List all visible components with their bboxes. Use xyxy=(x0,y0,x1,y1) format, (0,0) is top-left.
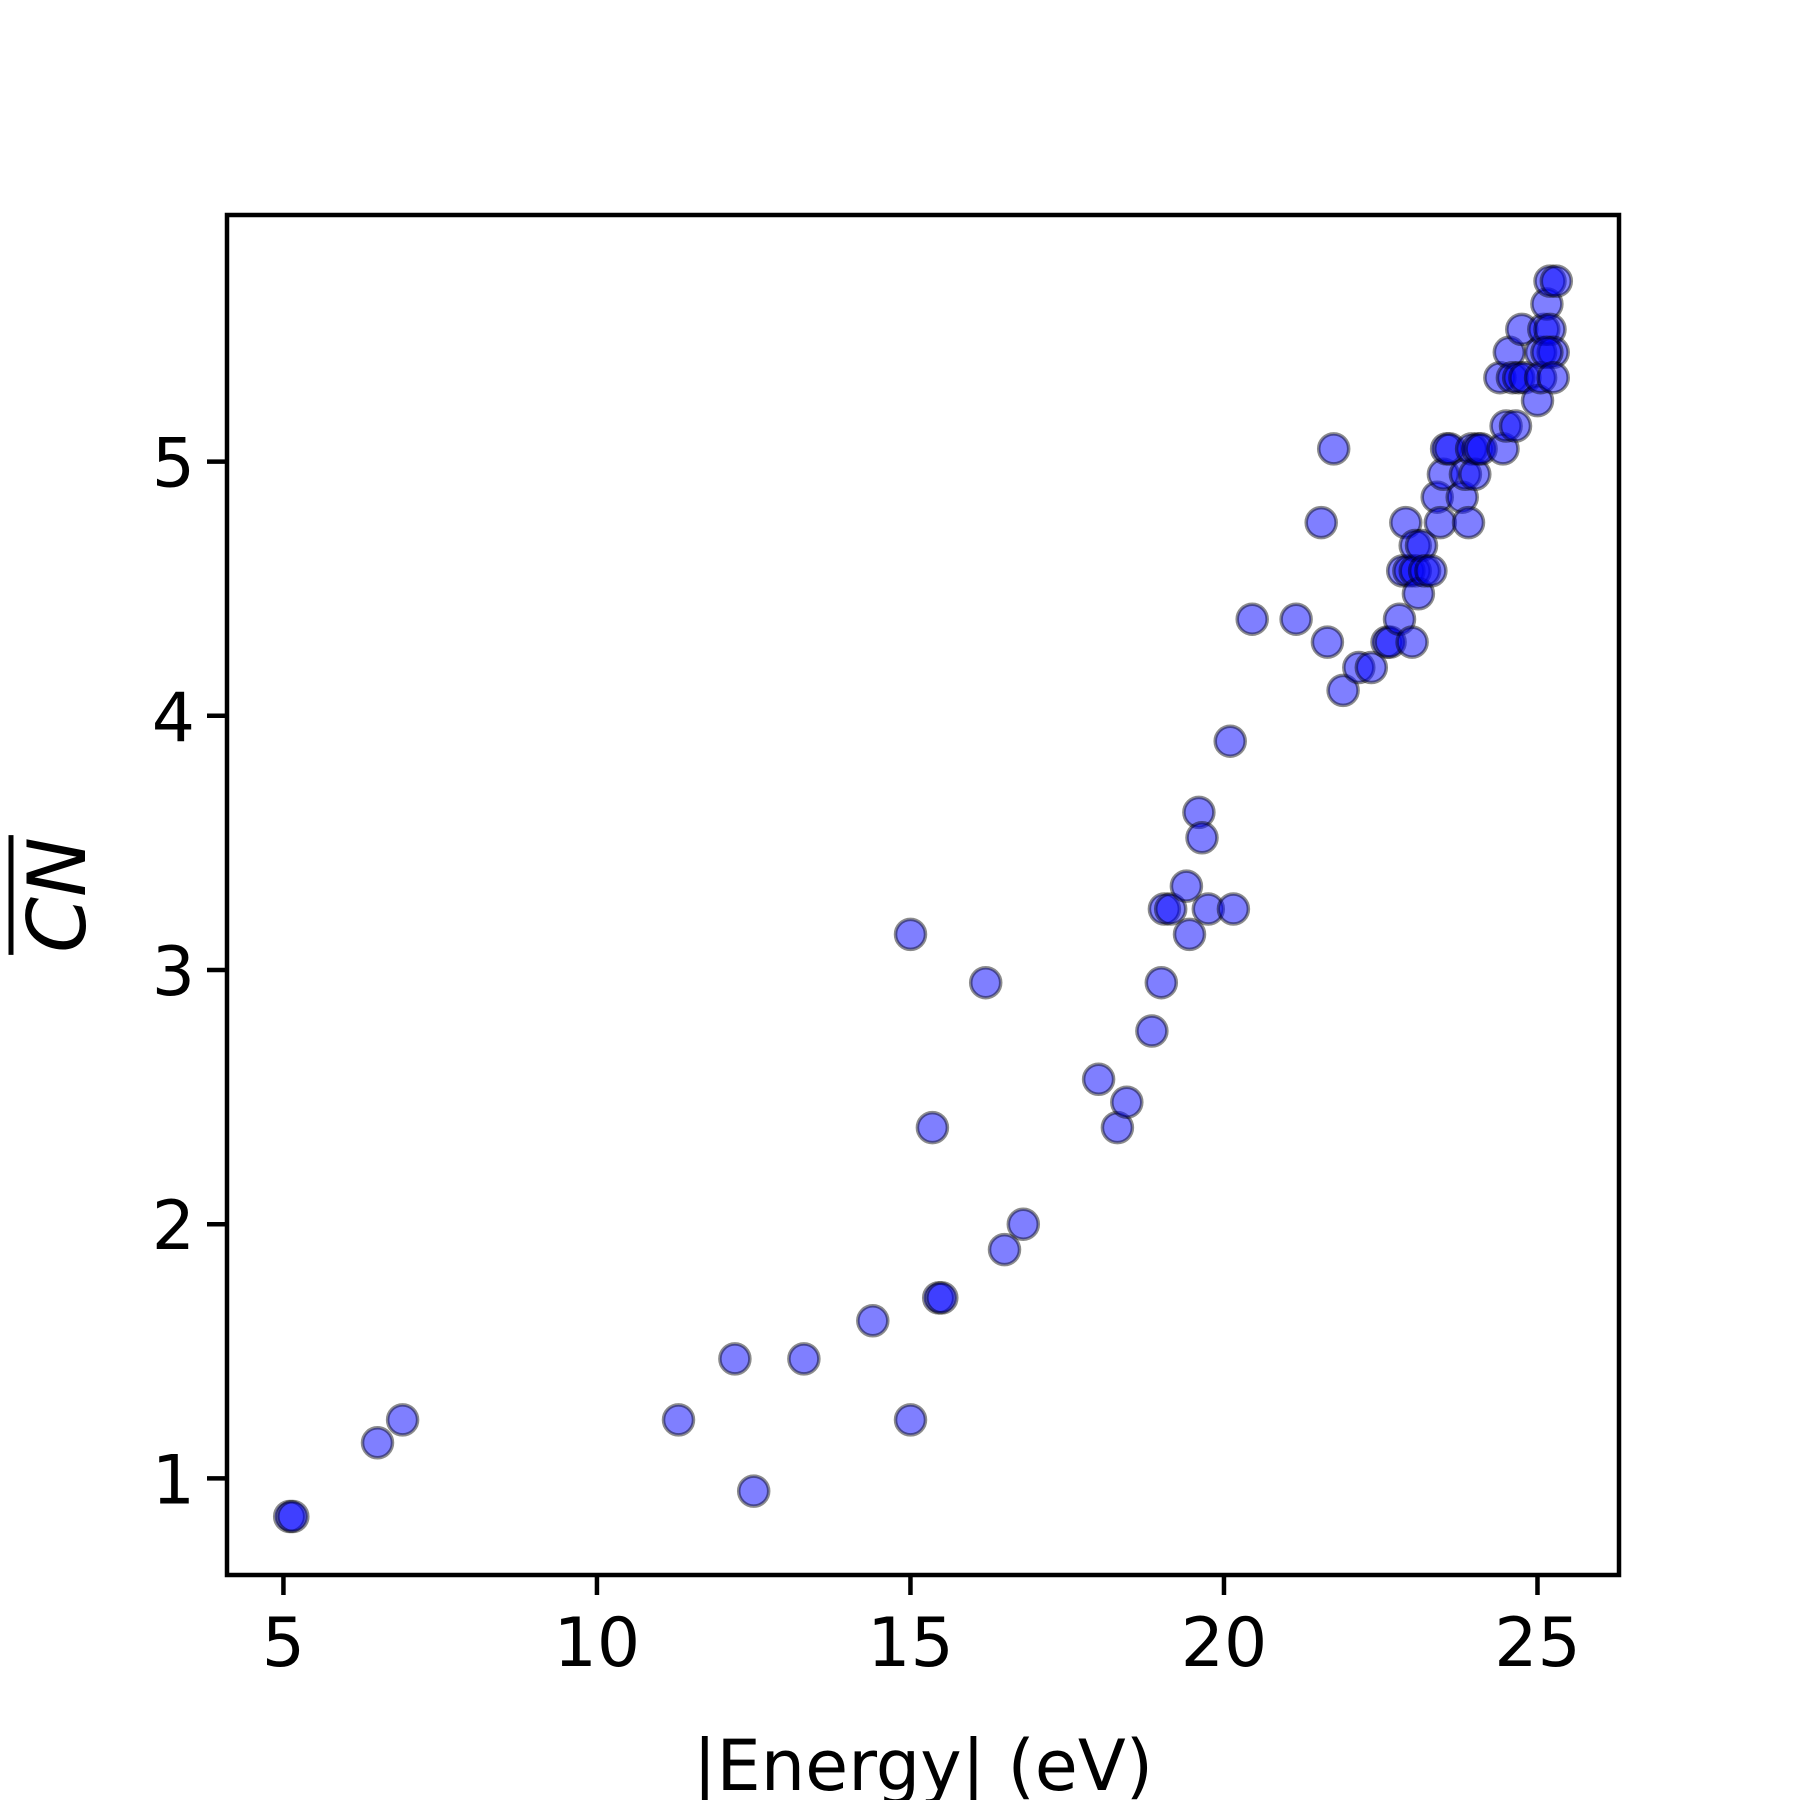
data-point xyxy=(1304,505,1338,540)
data-point xyxy=(718,1342,752,1376)
data-point xyxy=(1451,505,1486,540)
data-point xyxy=(661,1403,696,1437)
data-point xyxy=(1110,1085,1144,1119)
data-point xyxy=(1144,965,1179,1000)
data-point xyxy=(1216,892,1251,926)
data-point xyxy=(1326,673,1360,708)
data-point xyxy=(787,1342,821,1376)
y-tick-label: 5 xyxy=(152,425,195,504)
data-point xyxy=(1498,409,1533,443)
data-point xyxy=(385,1403,420,1437)
data-points xyxy=(272,264,1574,1534)
plot-frame xyxy=(224,212,1622,1578)
data-point xyxy=(1395,625,1429,659)
data-point xyxy=(1135,1014,1169,1048)
data-point xyxy=(856,1304,890,1338)
y-tick-label: 2 xyxy=(152,1187,195,1266)
data-point xyxy=(968,965,1003,1000)
data-point xyxy=(1169,869,1204,903)
x-tick-label: 10 xyxy=(554,1604,641,1683)
data-point xyxy=(925,1281,959,1315)
data-point xyxy=(1006,1207,1041,1241)
y-axis-label-text: CN xyxy=(11,837,104,953)
data-point xyxy=(1423,505,1458,540)
data-point xyxy=(893,1403,928,1437)
data-point xyxy=(1153,892,1188,926)
y-tick-label: 3 xyxy=(152,933,195,1012)
data-point xyxy=(1536,360,1570,395)
y-axis-ticks: 1 2 3 4 5 xyxy=(152,425,227,1520)
data-point xyxy=(1235,602,1269,636)
data-point xyxy=(276,1499,310,1534)
y-axis-label: CN xyxy=(8,835,104,955)
data-point xyxy=(1354,650,1389,685)
data-point xyxy=(987,1232,1022,1267)
data-point xyxy=(360,1426,395,1460)
y-tick-label: 1 xyxy=(152,1441,195,1520)
x-axis-ticks: 5 10 15 20 25 xyxy=(262,1575,1581,1683)
data-point xyxy=(1213,724,1247,758)
x-tick-label: 25 xyxy=(1494,1604,1581,1683)
data-point xyxy=(1414,554,1448,588)
x-tick-label: 15 xyxy=(867,1604,954,1683)
data-point xyxy=(1081,1062,1116,1097)
x-axis-label: |Energy| (eV) xyxy=(693,1725,1153,1800)
data-point xyxy=(1185,821,1219,855)
data-point xyxy=(736,1474,771,1508)
x-tick-label: 20 xyxy=(1181,1604,1268,1683)
data-point xyxy=(1316,432,1351,466)
data-point xyxy=(893,917,928,952)
y-tick-label: 4 xyxy=(152,679,195,758)
data-point xyxy=(1172,917,1207,952)
data-point xyxy=(1310,625,1345,659)
data-point xyxy=(915,1110,950,1145)
data-point xyxy=(1279,602,1313,636)
x-tick-label: 5 xyxy=(262,1604,305,1683)
data-point xyxy=(1539,264,1574,298)
